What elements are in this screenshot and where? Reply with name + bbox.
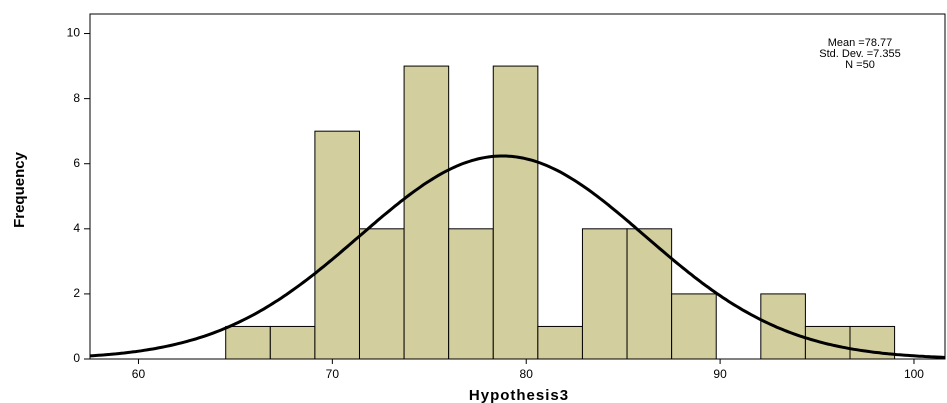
bar bbox=[448, 228, 494, 360]
y-tick-label: 0 bbox=[73, 351, 80, 365]
y-tick-label: 4 bbox=[73, 221, 80, 235]
y-tick-label: 8 bbox=[73, 91, 80, 105]
x-tick-label: 90 bbox=[713, 367, 727, 381]
bar bbox=[581, 228, 628, 360]
bar bbox=[225, 325, 271, 360]
stat-mean: Mean =78.77 bbox=[828, 37, 893, 49]
bar bbox=[492, 65, 539, 360]
bar bbox=[760, 293, 806, 360]
bar bbox=[671, 293, 717, 360]
bar bbox=[403, 65, 450, 360]
y-tick-label: 10 bbox=[67, 26, 81, 40]
x-axis-title: Hypothesis3 bbox=[469, 387, 569, 403]
x-tick-label: 80 bbox=[520, 367, 534, 381]
bar bbox=[626, 228, 673, 360]
bar bbox=[537, 325, 583, 360]
bar bbox=[314, 130, 360, 360]
y-axis-title: Frequency bbox=[11, 151, 28, 228]
y-tick-label: 2 bbox=[73, 286, 80, 300]
y-tick-label: 6 bbox=[73, 156, 80, 170]
bar bbox=[358, 228, 405, 360]
normal-curve bbox=[89, 154, 946, 359]
bar bbox=[269, 325, 316, 360]
x-tick-label: 100 bbox=[904, 367, 924, 381]
stat-sd: Std. Dev. =7.355 bbox=[819, 48, 900, 60]
x-tick-label: 60 bbox=[132, 367, 146, 381]
x-tick-label: 70 bbox=[326, 367, 340, 381]
stat-n: N =50 bbox=[845, 59, 875, 71]
